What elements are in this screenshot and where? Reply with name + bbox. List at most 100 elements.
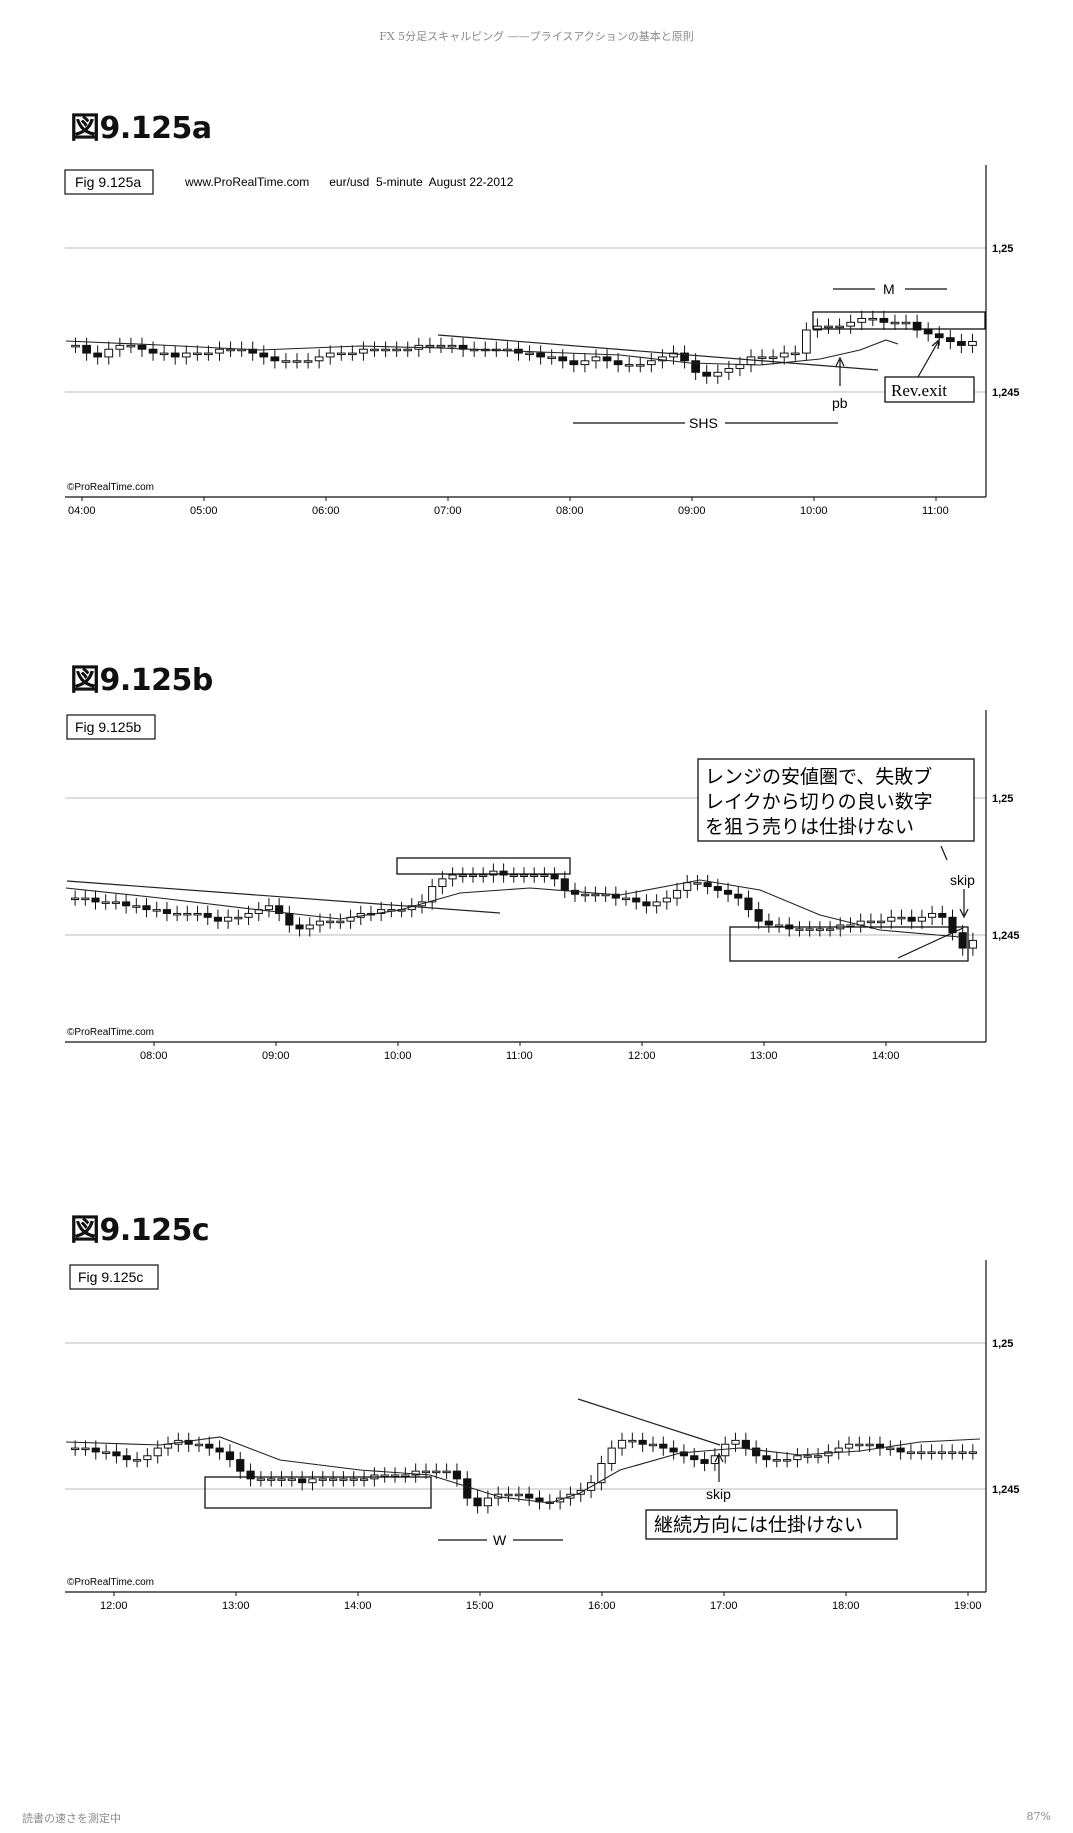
candle-body <box>308 1478 317 1484</box>
candle-body <box>181 352 191 358</box>
candle-body <box>928 912 937 918</box>
time-label: 10:00 <box>800 505 828 517</box>
candle-body <box>659 1443 668 1449</box>
candle-body <box>912 321 922 331</box>
candle-body <box>703 882 712 888</box>
candle-body <box>700 1459 709 1464</box>
candle-body <box>536 352 545 358</box>
candle-body <box>591 356 601 362</box>
candle-body <box>170 352 180 358</box>
candle-body <box>270 356 280 362</box>
candle-body <box>122 1455 131 1461</box>
figure-c-heading: 図9.125c <box>70 1213 210 1248</box>
candle-body <box>81 897 90 901</box>
candle-body <box>336 920 345 924</box>
candle-body <box>411 1470 420 1476</box>
note-text: 継続方向には仕掛けない <box>654 1514 863 1536</box>
candle-body <box>458 874 467 877</box>
note-box <box>697 758 975 842</box>
skip-arrowhead <box>714 1452 724 1463</box>
candle-body <box>425 344 435 348</box>
candle-body <box>183 912 192 916</box>
candle-body <box>790 352 800 356</box>
wedge-line <box>897 927 964 959</box>
price-label-1-245: 1,245 <box>992 930 1020 942</box>
price-label-1-245: 1,245 <box>992 1484 1020 1496</box>
candle-body <box>194 1443 204 1447</box>
candle-body <box>702 371 712 377</box>
candle-body <box>957 341 966 346</box>
candle-body <box>112 1451 121 1457</box>
candle-body <box>642 901 651 907</box>
candle-body <box>438 878 447 888</box>
candle-body <box>734 893 743 899</box>
time-label: 04:00 <box>68 505 96 517</box>
candle-body <box>115 344 125 350</box>
candle-body <box>540 874 549 877</box>
skip-label: skip <box>950 872 975 888</box>
candle-body <box>463 1478 472 1499</box>
top-range-box <box>812 311 986 330</box>
moving-average <box>65 1436 981 1504</box>
candle-body <box>968 1451 977 1454</box>
candle-body <box>713 886 722 891</box>
candle-body <box>132 1459 142 1462</box>
candle-body <box>193 912 202 916</box>
candle-body <box>907 916 916 922</box>
candle-body <box>162 909 171 914</box>
note-box <box>645 1509 898 1540</box>
candle-body <box>550 874 559 880</box>
candle-body <box>617 1439 627 1449</box>
candle-body <box>865 1443 874 1447</box>
candle-body <box>669 352 678 358</box>
candle-body <box>224 916 233 922</box>
candle-body <box>597 1462 606 1484</box>
candle-body <box>735 364 745 369</box>
candle-body <box>846 321 856 327</box>
candle-body <box>724 367 734 373</box>
candle-body <box>215 348 224 354</box>
candle-body <box>192 352 202 356</box>
candle-body <box>102 1451 111 1454</box>
candle-body <box>281 360 291 363</box>
candle-body <box>137 344 147 350</box>
candle-body <box>93 352 103 358</box>
candle-body <box>547 356 557 359</box>
price-label-1-245: 1,245 <box>992 387 1020 399</box>
moving-average <box>65 879 961 938</box>
time-label: 19:00 <box>954 1600 982 1612</box>
candle-body <box>101 901 110 904</box>
time-label: 07:00 <box>434 505 462 517</box>
candle-body <box>143 1455 152 1461</box>
skip-arrowhead <box>959 908 969 919</box>
candle-body <box>621 897 631 901</box>
candle-body <box>264 905 274 911</box>
figure-c-label: Fig 9.125c <box>78 1269 143 1285</box>
candle-body <box>104 348 114 358</box>
candle-body <box>879 317 889 323</box>
candle-body <box>958 1451 967 1454</box>
candle-body <box>887 916 896 922</box>
skip-label: skip <box>706 1486 731 1502</box>
candle-body <box>370 348 379 352</box>
candle-body <box>669 1447 678 1453</box>
candle-body <box>525 1493 534 1499</box>
top-range-box <box>396 857 571 875</box>
time-label: 18:00 <box>832 1600 860 1612</box>
candle-body <box>152 909 161 912</box>
candle-body <box>772 1459 781 1462</box>
figure-a-heading: 図9.125a <box>70 111 212 146</box>
candle-body <box>295 924 304 930</box>
candle-body <box>390 1474 400 1477</box>
time-label: 09:00 <box>678 505 706 517</box>
candle-body <box>436 344 446 348</box>
reading-status: 読書の速さを測定中 <box>22 1812 121 1825</box>
time-label: 17:00 <box>710 1600 738 1612</box>
time-label: 09:00 <box>262 1050 290 1062</box>
candle-body <box>723 889 733 895</box>
candle-body <box>813 1455 823 1458</box>
time-label: 11:00 <box>922 505 949 517</box>
candle-body <box>285 912 294 926</box>
candle-body <box>432 1470 441 1474</box>
candle-body <box>774 924 784 927</box>
